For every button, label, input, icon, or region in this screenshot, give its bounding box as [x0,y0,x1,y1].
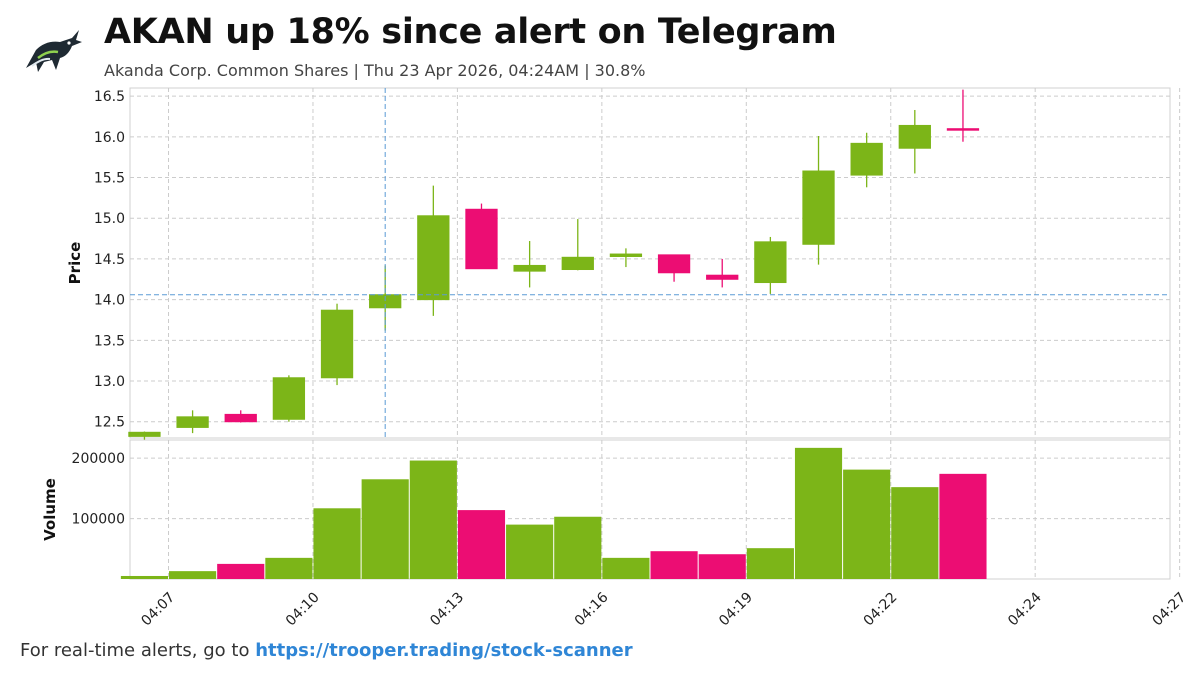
volume-bar [698,554,746,579]
price-tick-label: 16.0 [94,130,125,146]
footer-text: For real-time alerts, go to https://troo… [20,640,633,661]
volume-bar [891,487,939,579]
x-tick-label: 04:10 [283,589,323,629]
price-tick-label: 16.5 [94,89,125,105]
candle-body [417,215,450,301]
volume-bar [120,575,169,579]
volume-bar [313,508,361,579]
candle-body [513,264,546,272]
candle-body [465,208,498,270]
scanner-link[interactable]: https://trooper.trading/stock-scanner [255,640,633,661]
volume-bar [650,551,698,579]
volume-bar [169,571,217,579]
x-tick-label: 04:22 [861,589,901,629]
price-tick-label: 14.5 [94,252,125,268]
volume-panel-frame [129,439,1171,580]
price-tick-label: 13.5 [94,333,125,349]
volume-bar [554,516,602,579]
candle-body [320,309,354,379]
x-tick-label: 04:07 [138,589,178,629]
volume-axis-label: Volume [41,478,59,541]
footer-prefix: For real-time alerts, go to [20,640,256,661]
x-tick-label: 04:27 [1150,589,1190,629]
x-tick-label: 04:16 [572,589,612,629]
candle-body [272,377,306,420]
price-tick-label: 12.5 [94,415,125,431]
volume-bar [939,473,987,579]
candle-body [754,241,787,284]
candle-body [128,431,161,437]
chart-title: AKAN up 18% since alert on Telegram [104,12,837,52]
price-tick-label: 15.0 [94,211,125,227]
bull-icon [26,30,82,72]
candle-body [706,274,739,280]
x-tick-label: 04:19 [716,589,756,629]
volume-bar [602,557,650,579]
candle-body [561,256,594,271]
candle-body [850,142,883,176]
price-panel-frame [129,87,1171,439]
volume-bar [361,479,409,579]
candle-body [802,170,835,245]
x-tick-label: 04:13 [427,589,467,629]
volume-tick-label: 100000 [72,512,125,528]
volume-bar [457,510,506,579]
candle-body [224,413,257,423]
candle-body [657,254,691,274]
price-tick-label: 15.5 [94,171,125,187]
candle-body [946,128,980,131]
volume-bar [217,563,265,579]
volume-bar [843,469,891,579]
volume-bar [265,557,313,579]
chart-subtitle: Akanda Corp. Common Shares | Thu 23 Apr … [104,61,646,80]
volume-tick-label: 200000 [72,451,125,467]
candle-body [898,124,931,149]
volume-bar [794,447,843,579]
price-tick-label: 13.0 [94,374,125,390]
volume-bar [506,524,554,579]
candle-body [176,416,209,428]
candle-body [609,253,643,257]
price-axis-label: Price [66,242,84,285]
price-tick-label: 14.0 [94,293,125,309]
volume-bar [409,460,457,579]
volume-bar [746,548,794,579]
x-tick-label: 04:24 [1005,589,1045,629]
